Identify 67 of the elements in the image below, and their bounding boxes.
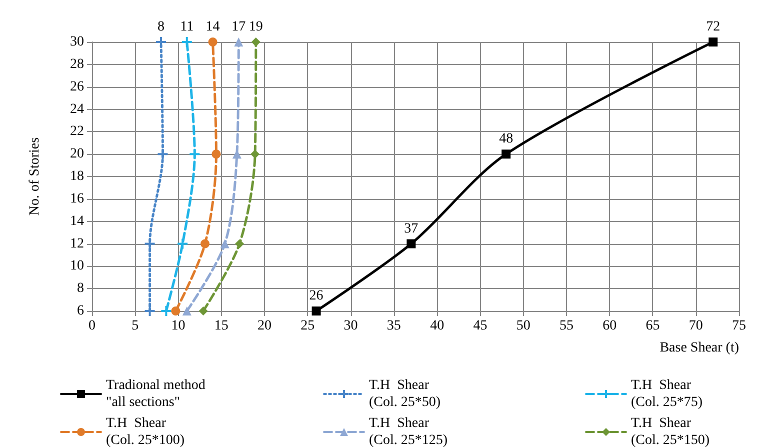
point: [312, 306, 321, 316]
x-tick-label: 60: [602, 318, 617, 334]
x-tick-label: 25: [300, 318, 315, 334]
point: [406, 239, 416, 248]
annotation: 48: [499, 132, 514, 147]
y-tick-label: 8: [77, 281, 84, 296]
legend-label: Tradional method "all sections": [106, 378, 206, 410]
annotation: 19: [248, 20, 263, 34]
point: [176, 238, 189, 250]
y-tick-label: 18: [70, 169, 84, 184]
y-tick-label: 28: [70, 56, 84, 72]
legend-label: T.H Shear (Col. 25*125): [369, 416, 448, 448]
point: [708, 38, 718, 46]
point: [188, 148, 201, 160]
x-tick-label: 10: [171, 318, 186, 334]
annotation: 17: [232, 20, 246, 34]
x-tick-label: 35: [386, 318, 401, 334]
point: [220, 239, 230, 248]
legend-label: T.H Shear (Col. 25*75): [631, 378, 703, 410]
point: [200, 239, 210, 248]
point: [502, 150, 511, 159]
annotation: 26: [309, 288, 324, 304]
legend-label: T.H Shear (Col. 25*50): [369, 378, 441, 410]
x-tick-label: 40: [430, 318, 444, 334]
annotation: 72: [706, 20, 720, 34]
x-tick-label: 15: [214, 318, 228, 334]
x-tick-label: 30: [344, 318, 358, 334]
y-tick-label: 24: [70, 102, 84, 117]
point: [212, 150, 221, 159]
x-axis-title: Base Shear (t): [660, 340, 740, 356]
y-tick-label: 16: [70, 191, 84, 206]
legend-label: T.H Shear (Col. 25*150): [631, 416, 710, 448]
legend-label: T.H Shear (Col. 25*100): [106, 416, 185, 448]
y-tick-label: 22: [70, 124, 84, 140]
point: [208, 38, 218, 46]
point: [180, 36, 193, 48]
y-tick-label: 6: [77, 304, 84, 318]
point: [160, 305, 172, 317]
point: [198, 306, 208, 316]
annotation: 11: [180, 20, 194, 34]
y-tick-label: 26: [70, 79, 84, 94]
x-tick-label: 0: [88, 318, 96, 334]
x-tick-label: 50: [516, 318, 530, 334]
point: [234, 38, 244, 46]
annotation: 37: [404, 221, 418, 236]
x-tick-label: 55: [559, 318, 574, 334]
y-tick-label: 10: [70, 258, 84, 274]
x-tick-label: 45: [473, 318, 488, 334]
y-tick-label: 30: [70, 34, 84, 50]
x-tick-label: 65: [646, 318, 660, 334]
point: [251, 38, 260, 46]
annotation: 8: [158, 20, 165, 34]
point: [182, 306, 192, 316]
point: [156, 148, 169, 160]
x-tick-label: 75: [732, 318, 746, 334]
point: [235, 239, 244, 248]
y-tick-label: 20: [70, 146, 84, 162]
x-tick-label: 5: [132, 318, 139, 334]
point: [144, 238, 156, 250]
point: [250, 150, 260, 159]
x-tick-label: 70: [688, 318, 703, 334]
annotation: 14: [206, 20, 220, 34]
x-tick-label: 20: [258, 318, 272, 334]
point: [144, 305, 156, 317]
y-tick-label: 14: [70, 214, 84, 229]
y-axis-title: No. of Stories: [28, 137, 42, 216]
y-tick-label: 12: [70, 236, 84, 252]
